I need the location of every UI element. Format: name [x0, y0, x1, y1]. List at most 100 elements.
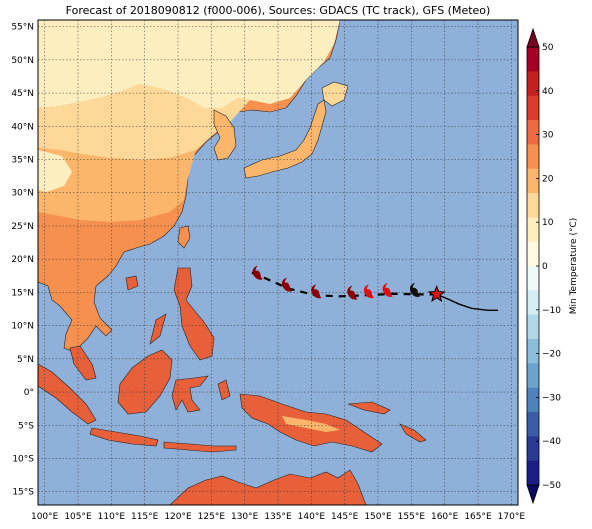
cyclone-symbol — [382, 283, 393, 297]
longitude-tick-label: 130°E — [231, 512, 259, 522]
colorbar-segment — [527, 168, 539, 194]
cyclone-symbol — [281, 277, 292, 292]
land-layer — [38, 20, 427, 505]
palawan-landmass — [149, 313, 167, 345]
cyclone-symbol-core — [412, 289, 418, 295]
cyclone-symbol-core — [350, 292, 356, 298]
colorbar-segment — [527, 339, 539, 364]
longitude-tick-label: 100°E — [31, 512, 59, 522]
longitude-tick-label: 110°E — [98, 512, 126, 522]
java-landmass — [89, 427, 159, 447]
latitude-tick-label: 0° — [24, 388, 34, 398]
borneo-landmass — [117, 349, 173, 415]
colorbar-max-arrow — [526, 27, 540, 48]
latitude-tick-label: 5°S — [18, 421, 34, 431]
storm-track — [250, 265, 498, 312]
longitude-tick-label: 170°E — [498, 512, 526, 522]
cyclone-symbol-core — [255, 272, 261, 278]
latitude-tick-label: 25°N — [11, 222, 34, 232]
colorbar-segment — [527, 387, 539, 413]
colorbar-label: Min Temperature (°C) — [569, 218, 579, 315]
colorbar-tick-label: 50 — [542, 43, 554, 53]
latitude-tick-label: 55°N — [11, 23, 34, 33]
longitude-tick-label: 105°E — [64, 512, 92, 522]
colorbar-segment — [527, 71, 539, 97]
west-pale-patch — [38, 150, 72, 192]
cyclone-symbol-core — [284, 284, 290, 290]
colorbar-tick-label: −50 — [542, 481, 561, 491]
colorbar-tick-label: −40 — [542, 437, 561, 447]
observed-track-line — [436, 293, 498, 312]
colorbar-tick-label: 10 — [542, 218, 554, 228]
longitude-tick-label: 165°E — [464, 512, 492, 522]
colorbar-tick-label: 20 — [542, 174, 554, 184]
sumatra-landmass — [38, 363, 97, 425]
colorbar-segment — [527, 290, 539, 316]
moluccas-landmass — [217, 379, 231, 401]
longitude-tick-label: 160°E — [431, 512, 459, 522]
japan-landmass — [243, 99, 327, 179]
longitude-tick-label: 135°E — [264, 512, 292, 522]
latitude-tick-label: 35°N — [11, 156, 34, 166]
colorbar-tick-label: 30 — [542, 131, 554, 141]
sulawesi-landmass — [171, 375, 209, 413]
latitude-tick-label: 50°N — [11, 56, 34, 66]
cyclone-symbol — [252, 265, 263, 280]
latitude-tick-label: 10°S — [12, 454, 34, 464]
cyclone-symbol — [347, 285, 358, 300]
colorbar: 50 40 30 20 10 0 −10 −20 −30 −40 −50 — [526, 27, 561, 505]
latitude-tick-label: 45°N — [11, 89, 34, 99]
korea-landmass — [213, 109, 237, 161]
longitude-tick-label: 115°E — [131, 512, 159, 522]
hainan-landmass — [125, 275, 139, 291]
map-panel — [38, 20, 518, 505]
bismarck-islands — [347, 401, 391, 415]
graticule — [38, 20, 518, 505]
latitude-tick-label: 40°N — [11, 122, 34, 132]
philippines-landmass — [173, 267, 215, 361]
malay-peninsula-landmass — [69, 345, 97, 381]
colorbar-segment — [527, 47, 539, 72]
colorbar-segment — [527, 314, 539, 340]
mild-band — [38, 148, 196, 222]
cyclone-symbol-core — [385, 289, 391, 295]
taiwan-landmass — [177, 225, 191, 249]
colorbar-segment — [527, 412, 539, 437]
longitude-tick-label: 150°E — [364, 512, 392, 522]
current-position-star — [427, 285, 446, 303]
lesser-sunda-islands — [163, 441, 237, 453]
latitude-tick-label: 20°N — [11, 255, 34, 265]
solomon-islands — [399, 423, 427, 443]
longitude-tick-label: 120°E — [164, 512, 192, 522]
colorbar-tick-label: −30 — [542, 393, 561, 403]
longitude-labels: 100°E 105°E 110°E 115°E 120°E 125°E 130°E 135°E… — [31, 512, 525, 522]
colorbar-segment — [527, 217, 539, 243]
longitude-tick-label: 145°E — [331, 512, 359, 522]
colorbar-segment — [527, 460, 539, 486]
colorbar-tick-label: 0 — [542, 262, 548, 272]
cyclone-symbol — [363, 284, 374, 299]
colorbar-min-arrow — [526, 484, 540, 505]
north-cool-band — [38, 84, 250, 160]
colorbar-segment — [527, 241, 539, 267]
latitude-tick-label: 30°N — [11, 189, 34, 199]
cyclone-symbol-core — [366, 291, 372, 297]
longitude-tick-label: 155°E — [398, 512, 426, 522]
map-title: Forecast of 2018090812 (f000-006), Sourc… — [66, 4, 491, 17]
colorbar-tick-label: 40 — [542, 87, 554, 97]
colorbar-segment — [527, 95, 539, 121]
cyclone-symbol — [311, 284, 322, 299]
forecast-track-line — [250, 271, 437, 298]
colorbar-tick-label: −20 — [542, 350, 561, 360]
colorbar-segment — [527, 436, 539, 462]
colorbar-segment — [527, 193, 539, 218]
cyclone-symbol-core — [314, 291, 320, 297]
hokkaido-landmass — [321, 81, 349, 107]
colorbar-segment — [527, 120, 539, 145]
longitude-tick-label: 125°E — [198, 512, 226, 522]
colorbar-segment — [527, 144, 539, 170]
latitude-tick-label: 10°N — [11, 322, 34, 332]
north-cold-region — [38, 20, 340, 108]
colorbar-segment — [527, 266, 539, 291]
